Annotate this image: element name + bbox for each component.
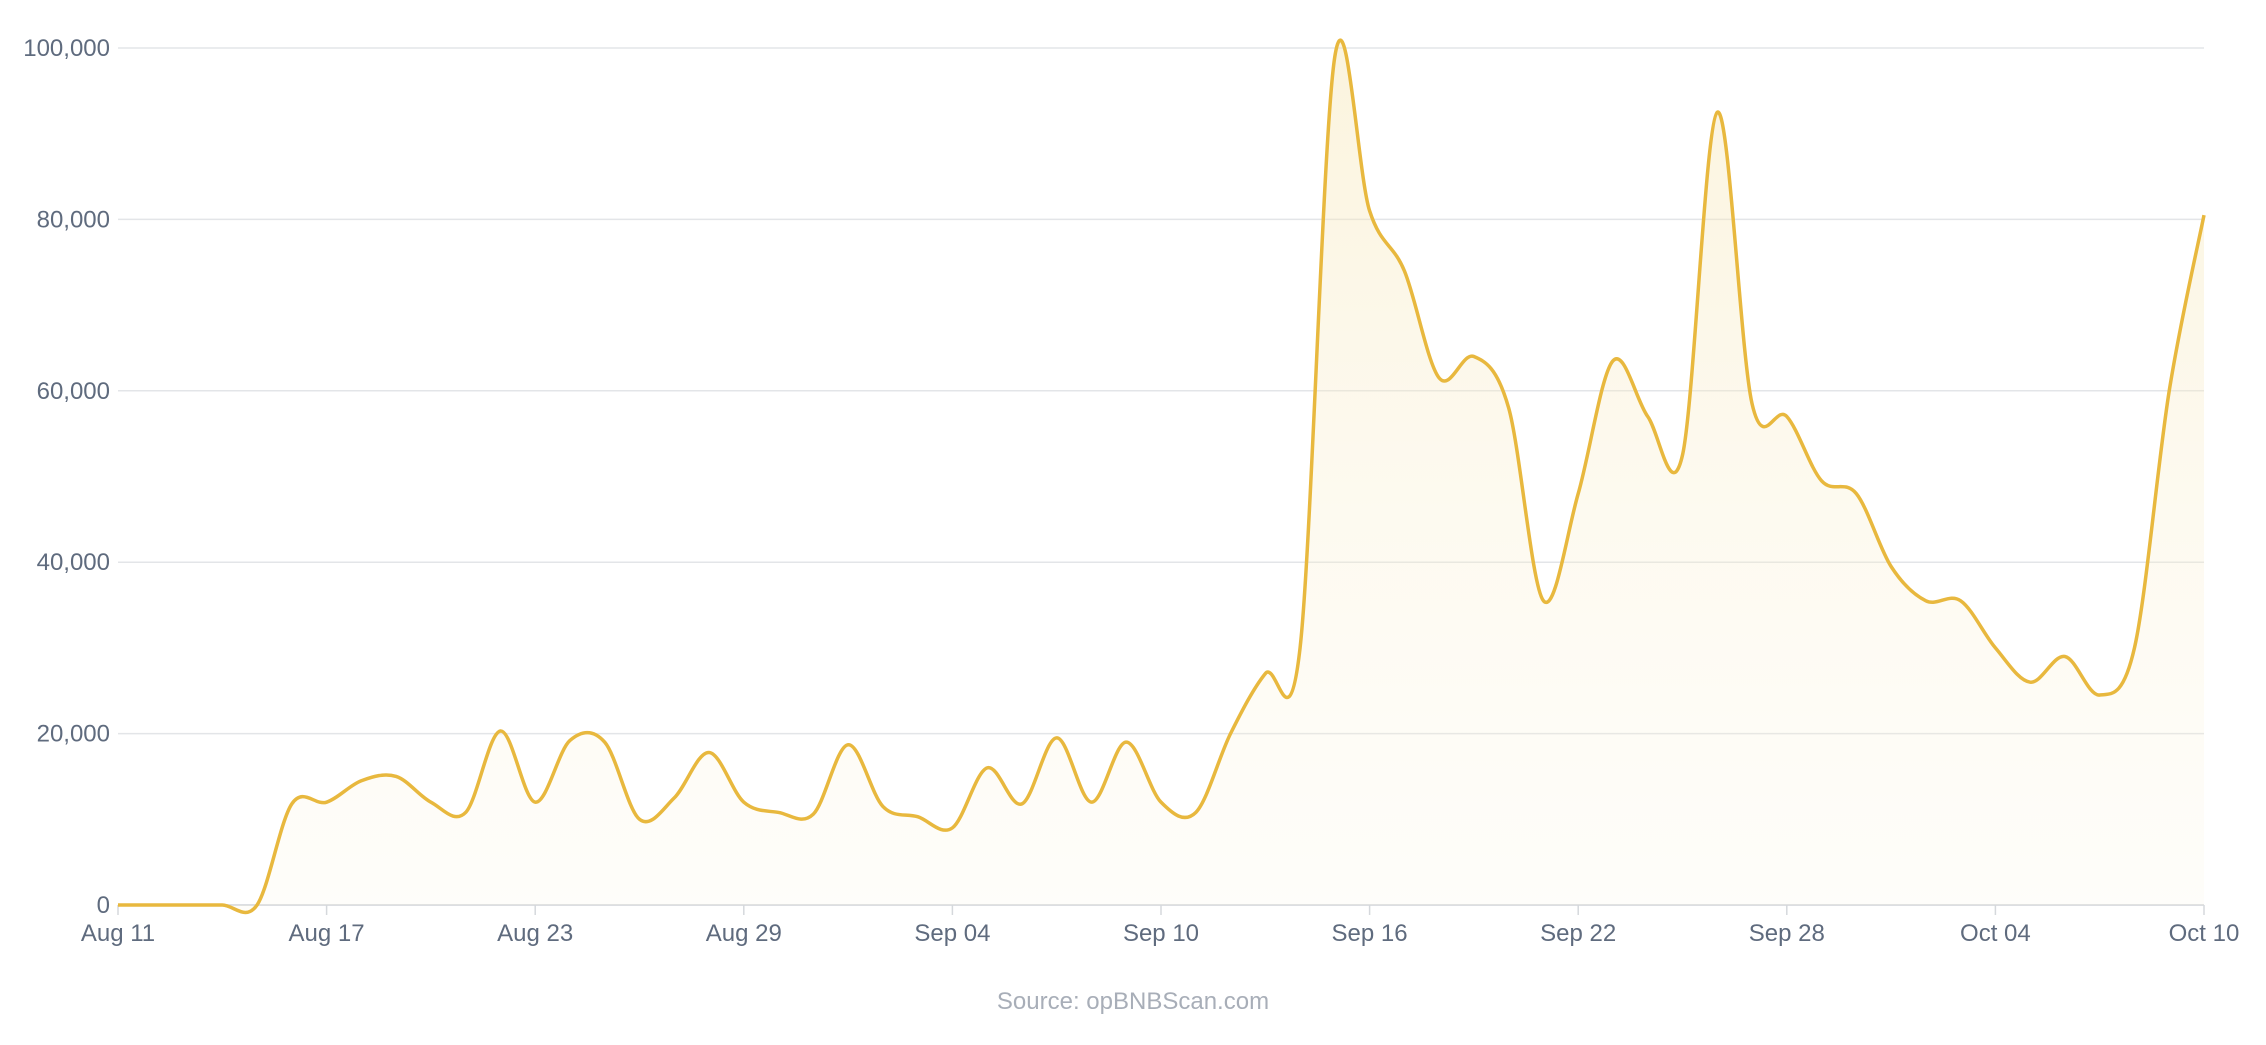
y-tick-label: 40,000 [37, 549, 110, 576]
x-tick-label: Sep 16 [1332, 920, 1408, 947]
x-tick-label: Oct 04 [1960, 920, 2031, 947]
x-tick-label: Aug 17 [289, 920, 365, 947]
x-tick-label: Aug 11 [81, 920, 155, 947]
y-tick-label: 80,000 [37, 206, 110, 233]
source-note: Source: opBNBScan.com [997, 988, 1269, 1015]
x-tick-label: Sep 10 [1123, 920, 1199, 947]
y-tick-label: 20,000 [37, 721, 110, 748]
x-tick-label: Aug 29 [706, 920, 782, 947]
x-tick-label: Oct 10 [2169, 920, 2240, 947]
y-tick-label: 0 [97, 892, 110, 919]
area [118, 40, 2204, 913]
x-tick-label: Sep 04 [914, 920, 990, 947]
x-tick-label: Sep 22 [1540, 920, 1616, 947]
line [118, 38, 2206, 915]
y-tick-label: 60,000 [37, 378, 110, 405]
x-tick-label: Aug 23 [497, 920, 573, 947]
y-tick-label: 100,000 [23, 35, 110, 62]
x-tick-label: Sep 28 [1749, 920, 1825, 947]
